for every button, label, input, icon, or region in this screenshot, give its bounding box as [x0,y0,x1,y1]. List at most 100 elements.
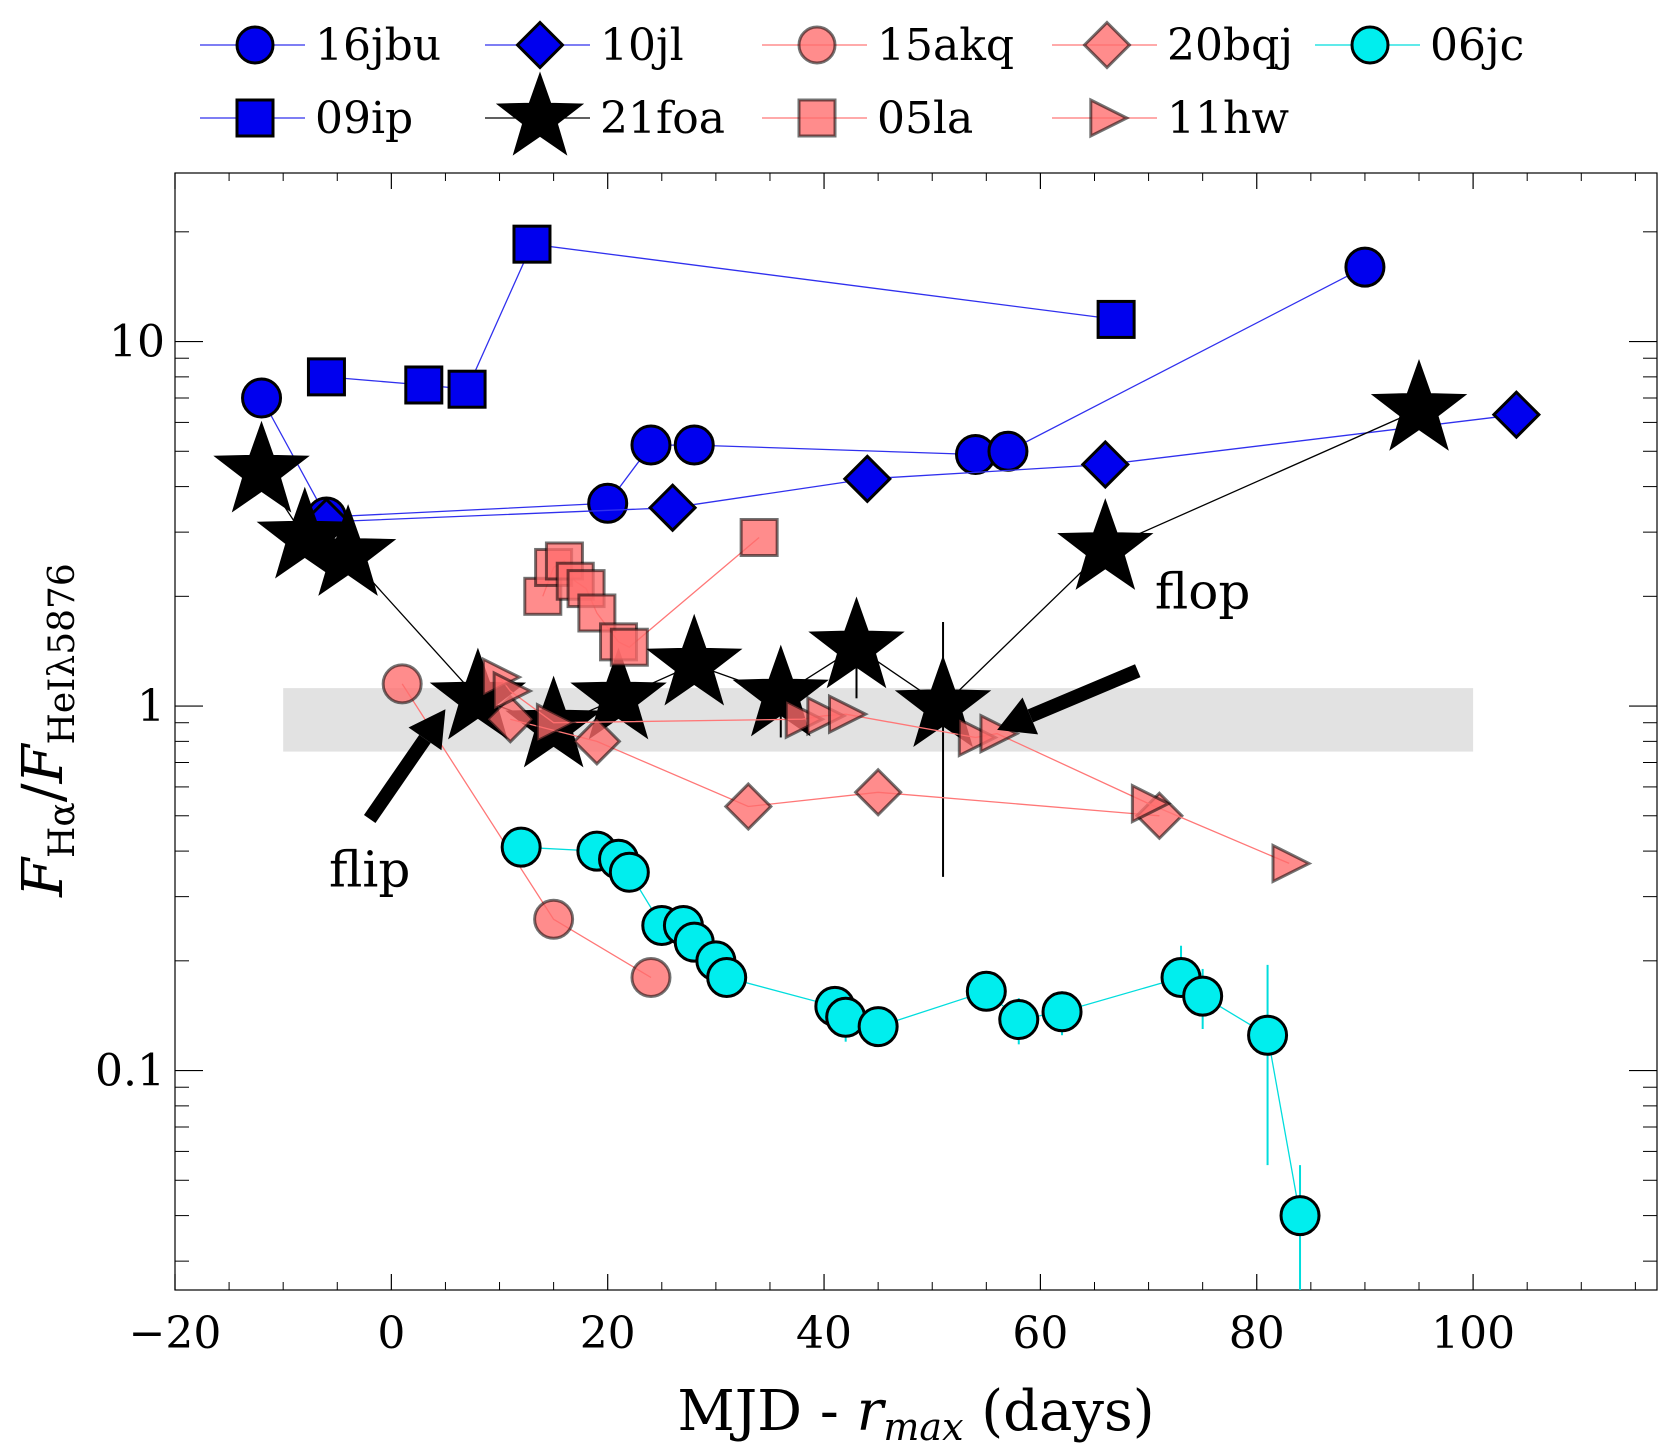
data-point-06jc [1041,991,1083,1033]
legend-marker-21foa [495,71,585,156]
data-point-21foa [570,647,667,740]
data-point-06jc [1279,1195,1321,1237]
legend-label: 20bqj [1167,20,1293,71]
annotation-label-flip: flip [329,840,410,898]
data-point-06jc [857,1006,899,1048]
series-15akq [381,663,672,999]
legend-entry-16jbu: 16jbu [200,20,441,71]
legend-marker-11hw [1089,97,1131,139]
data-point-16jbu [673,424,715,466]
data-point-10jl [1080,439,1130,490]
data-point-09ip [512,224,552,264]
data-point-20bqj [853,767,903,817]
x-tick-label: −20 [129,1308,222,1359]
series-16jbu [241,246,1386,538]
data-point-11hw [784,698,826,740]
data-point-20bqj [572,716,622,766]
y-tick-label: 10 [109,317,165,368]
legend-label: 06jc [1430,20,1524,71]
y-tick-label: 0.1 [95,1046,165,1097]
data-point-11hw [806,695,848,737]
x-tick-label: 0 [377,1308,405,1359]
data-point-21foa [1057,498,1154,590]
data-point-11hw [535,702,577,744]
legend-entry-15akq: 15akq [762,20,1014,71]
data-point-11hw [1130,783,1172,825]
annotation-arrowhead-flop [997,697,1039,735]
x-tick-label: 100 [1431,1308,1515,1359]
series-06jc [500,826,1321,1290]
legend-label: 09ip [315,93,413,144]
series-line-10jl [326,414,1517,523]
plot-frame [174,172,1658,1291]
legend-marker-05la [797,98,837,138]
data-point-16jbu [630,424,672,466]
data-point-05la [739,518,779,558]
legend-entry-06jc: 06jc [1315,20,1524,71]
legend-label: 10jl [600,20,684,71]
data-point-06jc [608,851,650,893]
data-point-21foa [213,420,310,513]
data-point-15akq [381,663,423,705]
annotation-label-flop: flop [1155,563,1250,621]
legend-label: 05la [877,93,973,144]
data-point-10jl [842,454,892,504]
data-point-09ip [404,365,444,405]
data-point-10jl [647,483,698,533]
legend-label: 11hw [1167,93,1289,144]
x-tick-label: 80 [1229,1308,1285,1359]
data-point-21foa [646,613,743,706]
legend-marker-15akq [797,25,837,65]
y-tick-label: 1 [137,681,165,732]
y-axis-title: FHα/FHeIλ5876 [11,563,83,898]
data-point-16jbu [1344,246,1386,288]
x-tick-label: 20 [580,1308,636,1359]
series-21foa [213,359,1468,877]
x-axis-title: MJD - rmax (days) [677,1379,1154,1448]
legend-entry-09ip: 09ip [200,93,413,144]
legend-marker-10jl [515,20,565,70]
data-point-16jbu [987,430,1029,472]
series-line-06jc [521,846,1301,1216]
legend-entry-21foa: 21foa [485,71,725,156]
series-20bqj [485,694,1185,841]
legend-entry-20bqj: 20bqj [1052,20,1293,71]
legend-marker-06jc [1350,25,1390,65]
data-point-21foa [732,644,829,737]
annotation-arrowhead-flip [408,709,446,751]
data-point-21foa [894,655,992,748]
legend-label: 15akq [877,20,1014,71]
data-point-11hw [492,670,534,712]
legend-marker-16jbu [235,25,275,65]
data-point-20bqj [723,781,773,832]
legend-entry-11hw: 11hw [1052,93,1289,144]
data-point-21foa [1370,359,1468,451]
series-09ip [306,224,1136,409]
data-point-09ip [1096,299,1136,339]
data-point-09ip [306,357,346,397]
data-point-21foa [808,596,905,689]
series-11hw [481,656,1313,884]
series-line-09ip [326,243,1117,390]
data-point-11hw [979,713,1021,755]
data-point-11hw [827,693,869,735]
data-point-15akq [533,898,575,940]
legend-entry-10jl: 10jl [485,20,684,71]
data-point-11hw [957,717,999,758]
series-10jl [301,390,1541,547]
series-05la [523,518,779,667]
legend-entry-05la: 05la [762,93,973,144]
data-point-06jc [500,826,542,868]
annotation-arrow-flop [1027,664,1141,723]
data-point-15akq [630,957,672,999]
annotation-layer: flip flop [329,563,1250,899]
x-tick-label: 40 [796,1308,852,1359]
data-point-21foa [256,486,353,579]
annotation-arrow-flip [363,734,431,823]
data-point-06jc [706,957,748,999]
x-tick-label: 60 [1012,1308,1068,1359]
data-point-06jc [965,970,1007,1012]
legend-label: 16jbu [315,20,441,71]
data-point-16jbu [587,482,629,524]
